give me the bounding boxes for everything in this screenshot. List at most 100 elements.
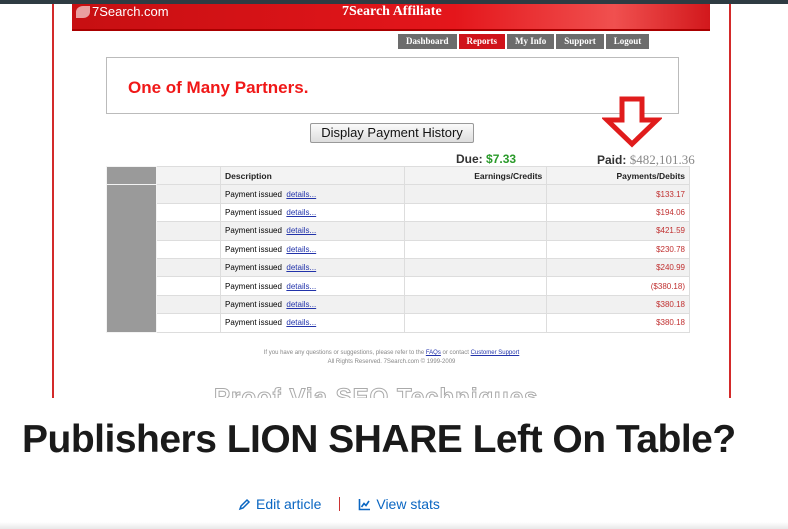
description-cell: Payment issued details...: [219, 313, 406, 333]
payment-cell: $230.78: [546, 239, 690, 259]
blank-cell: [156, 257, 221, 278]
top-bar: [0, 0, 788, 4]
description-cell: Payment issued details...: [219, 294, 406, 315]
article-actions: Edit article View stats: [238, 496, 440, 512]
description-cell: Payment issued details...: [219, 276, 406, 296]
customer-support-link[interactable]: Customer Support: [470, 350, 520, 356]
description-cell: Payment issued details...: [219, 257, 406, 278]
blank-cell: [156, 221, 221, 241]
table-row: Payment issued details... $230.78: [107, 239, 690, 259]
footer-line: If you have any questions or suggestions…: [263, 350, 425, 356]
footer-mid: or contact: [442, 350, 469, 356]
earnings-cell: [404, 257, 548, 278]
payment-cell: $380.18: [546, 294, 690, 315]
payment-cell: $133.17: [546, 184, 690, 204]
description-text: Payment issued: [225, 281, 282, 291]
paid-label: Paid:: [597, 153, 627, 167]
table-row: Payment issued details... $133.17: [106, 184, 690, 333]
blank-cell: [156, 184, 221, 204]
tab-reports[interactable]: Reports: [458, 34, 506, 49]
paid-amount: Paid: $482,101.36: [597, 152, 695, 168]
header-title: 7Search Affiliate: [342, 4, 442, 19]
blank-cell: [156, 294, 221, 315]
description-text: Payment issued: [225, 226, 282, 236]
description-cell: Payment issued details...: [219, 239, 406, 259]
description-cell: Payment issued details...: [219, 202, 406, 223]
down-arrow-icon: [602, 96, 662, 148]
nav-tabs: Dashboard Reports My Info Support Logout: [398, 34, 650, 49]
redacted-cell: [106, 165, 157, 186]
table-row: Payment issued details... $380.18: [107, 294, 690, 315]
article-cover-image: 7Search.com 7Search Affiliate Dashboard …: [52, 4, 731, 398]
details-link[interactable]: details...: [286, 263, 317, 273]
payment-cell: $194.06: [546, 202, 690, 223]
table-header: Description Earnings/Credits Payments/De…: [106, 165, 690, 186]
details-link[interactable]: details...: [286, 281, 317, 291]
payment-cell: $380.18: [546, 313, 690, 333]
details-link[interactable]: details...: [286, 189, 317, 199]
footer-text: If you have any questions or suggestions…: [54, 350, 729, 356]
description-text: Payment issued: [225, 244, 282, 254]
blank-cell: [156, 239, 221, 259]
blank-cell: [156, 276, 221, 296]
description-text: Payment issued: [225, 263, 282, 273]
article-title: Publishers LION SHARE Left On Table?: [22, 418, 736, 461]
redacted-cell: [106, 184, 157, 333]
divider: [339, 497, 341, 511]
description-text: Payment issued: [225, 318, 282, 328]
due-value: $7.33: [486, 152, 517, 166]
details-link[interactable]: details...: [286, 299, 317, 309]
earnings-cell: [404, 221, 548, 241]
bottom-shadow: [0, 522, 788, 529]
paid-value: $482,101.36: [629, 152, 695, 167]
details-link[interactable]: details...: [286, 244, 317, 254]
details-link[interactable]: details...: [286, 318, 317, 328]
tab-logout[interactable]: Logout: [605, 34, 650, 49]
col-earnings: Earnings/Credits: [404, 165, 548, 186]
earnings-cell: [404, 202, 548, 223]
table-row: Payment issued details... $240.99: [107, 257, 690, 278]
tab-dashboard[interactable]: Dashboard: [398, 34, 457, 49]
payment-cell: ($380.18): [546, 276, 690, 296]
blank-cell: [156, 313, 221, 333]
earnings-cell: [404, 276, 548, 296]
due-amount: Due: $7.33: [456, 152, 516, 166]
banner: One of Many Partners.: [106, 57, 679, 114]
payment-cell: $240.99: [546, 257, 690, 278]
display-payment-history-button[interactable]: Display Payment History: [310, 123, 474, 143]
edit-article-button[interactable]: Edit article: [238, 496, 321, 512]
pencil-icon: [238, 498, 251, 510]
tab-support[interactable]: Support: [556, 34, 604, 49]
table-row: Payment issued details... ($380.18): [107, 276, 690, 296]
details-link[interactable]: details...: [286, 226, 317, 236]
view-stats-button[interactable]: View stats: [358, 496, 440, 512]
col-payments: Payments/Debits: [546, 165, 690, 186]
site-logo: 7Search.com: [76, 4, 169, 19]
earnings-cell: [404, 313, 548, 333]
edit-article-label: Edit article: [256, 496, 322, 512]
details-link[interactable]: details...: [286, 207, 317, 217]
earnings-cell: [404, 239, 548, 259]
site-header: 7Search.com 7Search Affiliate: [72, 4, 710, 31]
due-label: Due:: [456, 152, 483, 166]
view-stats-label: View stats: [376, 496, 440, 512]
table-row: Payment issued details... $380.18: [107, 313, 690, 333]
payment-table: Description Earnings/Credits Payments/De…: [106, 165, 690, 333]
faq-link[interactable]: FAQs: [425, 350, 441, 356]
chart-icon: [359, 498, 371, 510]
watermark: Proof Via SEO Techniques: [214, 384, 539, 399]
description-text: Payment issued: [225, 189, 282, 199]
blank-header: [156, 165, 221, 186]
col-description: Description: [219, 165, 406, 186]
description-cell: Payment issued details...: [219, 184, 406, 204]
payment-cell: $421.59: [546, 221, 690, 241]
earnings-cell: [404, 184, 548, 204]
logo-text: 7Search.com: [92, 4, 169, 19]
table-row: Payment issued details... $194.06: [107, 202, 690, 223]
blank-cell: [156, 202, 221, 223]
copyright: All Rights Reserved. 7Search.com © 1999-…: [327, 359, 456, 365]
description-text: Payment issued: [225, 299, 282, 309]
tab-my-info[interactable]: My Info: [507, 34, 555, 49]
earnings-cell: [404, 294, 548, 315]
table-row: Payment issued details... $421.59: [107, 221, 690, 241]
